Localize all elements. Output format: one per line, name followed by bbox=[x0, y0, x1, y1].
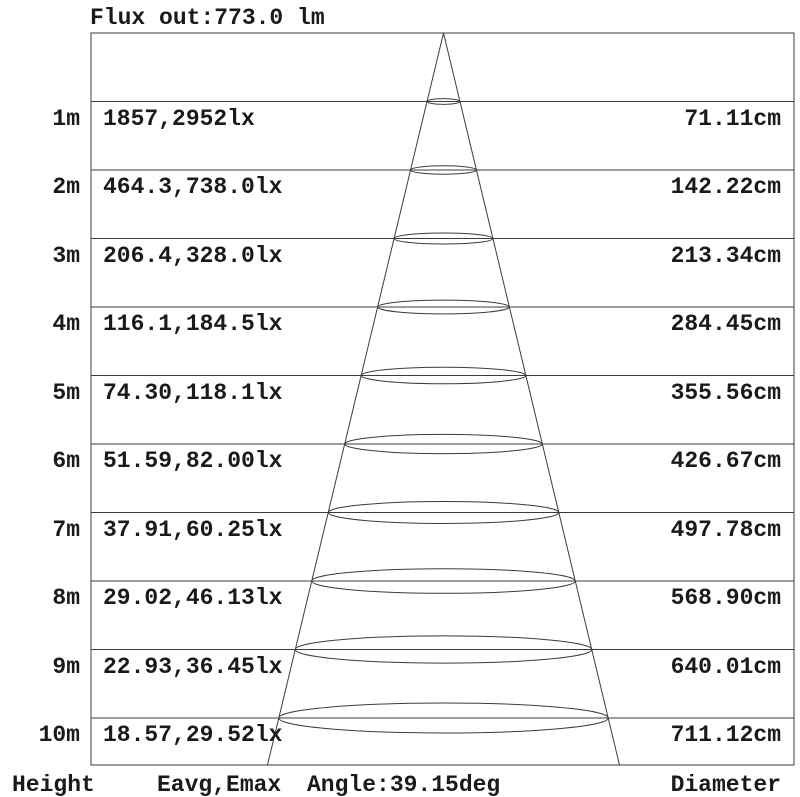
chart-border bbox=[90, 32, 795, 766]
diameter-value: 71.11cm bbox=[684, 105, 781, 132]
beam-ellipse bbox=[426, 98, 461, 105]
height-label: 1m bbox=[52, 105, 80, 132]
height-label: 3m bbox=[52, 242, 80, 269]
height-label: 4m bbox=[52, 311, 80, 337]
height-label: 6m bbox=[52, 448, 80, 474]
height-label: 8m bbox=[52, 585, 80, 611]
beam-ellipse bbox=[360, 366, 527, 385]
beam-ellipse bbox=[393, 232, 494, 245]
diameter-value: 640.01cm bbox=[670, 653, 781, 680]
diameter-value: 497.78cm bbox=[670, 516, 781, 543]
beam-ellipse bbox=[377, 299, 510, 315]
footer-diameter-label: Diameter bbox=[670, 772, 781, 797]
beam-ellipse bbox=[311, 568, 576, 594]
beam-ellipse bbox=[327, 501, 560, 524]
eavg-emax-value: 116.1,184.5lx bbox=[103, 311, 283, 337]
beam-ellipse bbox=[410, 165, 477, 175]
height-label: 9m bbox=[52, 653, 80, 680]
height-label: 2m bbox=[52, 174, 80, 200]
cone-left-edge bbox=[267, 32, 444, 766]
footer-eavg-emax-label: Eavg,Emax bbox=[157, 772, 282, 797]
diameter-value: 213.34cm bbox=[670, 242, 781, 269]
eavg-emax-value: 29.02,46.13lx bbox=[103, 585, 283, 611]
eavg-emax-value: 51.59,82.00lx bbox=[103, 448, 283, 474]
diameter-value: 142.22cm bbox=[670, 174, 781, 200]
eavg-emax-value: 18.57,29.52lx bbox=[103, 722, 283, 748]
beam-ellipse bbox=[294, 635, 593, 664]
eavg-emax-value: 74.30,118.1lx bbox=[103, 379, 283, 406]
cone-right-edge bbox=[443, 32, 620, 766]
footer-beam-angle-label: Angle:39.15deg bbox=[307, 772, 501, 797]
eavg-emax-value: 22.93,36.45lx bbox=[103, 653, 283, 680]
diameter-value: 426.67cm bbox=[670, 448, 781, 474]
eavg-emax-value: 464.3,738.0lx bbox=[103, 174, 283, 200]
diameter-value: 355.56cm bbox=[670, 379, 781, 406]
eavg-emax-value: 37.91,60.25lx bbox=[103, 516, 283, 543]
height-label: 7m bbox=[52, 516, 80, 543]
footer-height-label: Height bbox=[12, 772, 95, 797]
diameter-value: 711.12cm bbox=[670, 722, 781, 748]
beam-ellipse bbox=[344, 433, 543, 455]
height-label: 10m bbox=[38, 722, 80, 748]
height-label: 5m bbox=[52, 379, 80, 406]
diameter-value: 284.45cm bbox=[670, 311, 781, 337]
flux-out-title: Flux out:773.0 lm bbox=[90, 5, 325, 31]
eavg-emax-value: 206.4,328.0lx bbox=[103, 242, 283, 269]
eavg-emax-value: 1857,2952lx bbox=[103, 105, 255, 132]
beam-ellipse bbox=[278, 702, 609, 734]
diameter-value: 568.90cm bbox=[670, 585, 781, 611]
